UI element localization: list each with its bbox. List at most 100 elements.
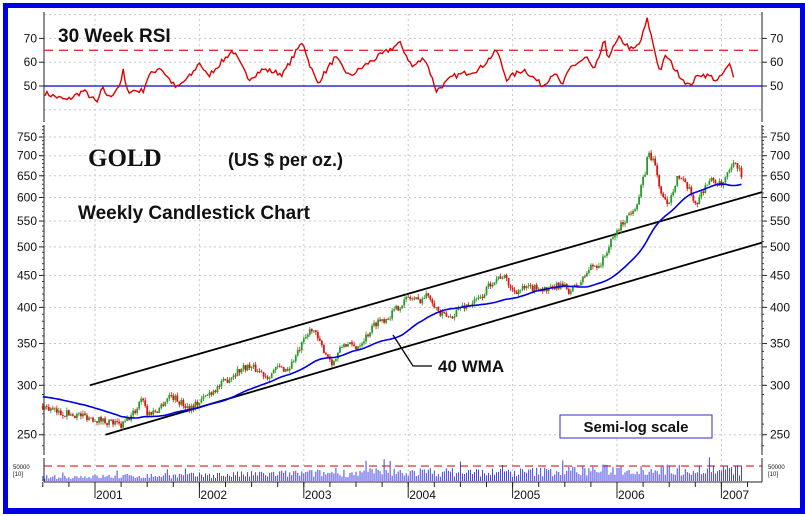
- candle-body: [471, 303, 474, 306]
- candle-body: [270, 373, 273, 379]
- candle-body: [65, 410, 68, 417]
- candle-body: [238, 369, 241, 373]
- price-tick-label-right: 500: [770, 240, 790, 254]
- candle-body: [353, 344, 355, 347]
- candle-body: [49, 408, 52, 411]
- candle-body: [397, 305, 400, 311]
- x-tick-label: 2002: [200, 488, 227, 502]
- candle-body: [409, 296, 412, 300]
- candle-body: [624, 222, 626, 225]
- candle-body: [57, 410, 60, 413]
- rsi-tick-label-right: 60: [770, 55, 784, 69]
- candle-body: [654, 158, 657, 166]
- candle-body: [377, 319, 379, 327]
- price-tick-label: 250: [17, 428, 37, 442]
- candle-body: [310, 329, 313, 332]
- price-tick-label-right: 300: [770, 378, 790, 392]
- candle-body: [467, 304, 470, 306]
- candle-body: [732, 162, 735, 167]
- candle-body: [666, 199, 669, 204]
- price-tick-label-right: 350: [770, 337, 790, 351]
- candle-body: [433, 303, 436, 308]
- price-tick-label-right: 400: [770, 300, 790, 314]
- candle-body: [495, 279, 498, 283]
- candle-body: [529, 285, 532, 287]
- grid: [44, 14, 762, 482]
- candle-body: [102, 418, 104, 422]
- candle-body: [94, 421, 96, 423]
- candle-body: [730, 166, 733, 170]
- candle-body: [172, 395, 175, 400]
- candle-body: [479, 296, 482, 298]
- candle-body: [638, 196, 640, 205]
- candle-body: [274, 366, 277, 371]
- rsi-title: 30 Week RSI: [58, 26, 171, 47]
- candle-body: [634, 209, 636, 212]
- candle-body: [76, 413, 78, 419]
- candle-body: [569, 291, 572, 294]
- candle-body: [84, 413, 86, 416]
- price-tick-label-right: 250: [770, 428, 790, 442]
- candle-body: [136, 408, 139, 414]
- candle-body: [286, 369, 289, 371]
- candle-body: [108, 419, 110, 425]
- candle-body: [180, 399, 183, 405]
- candle-body: [630, 213, 632, 215]
- candle-body: [417, 297, 420, 300]
- candle-body: [517, 289, 520, 295]
- candle-body: [501, 277, 504, 279]
- candle-body: [68, 410, 70, 416]
- candle-body: [367, 334, 369, 337]
- price-tick-label-right: 600: [770, 190, 790, 204]
- candle-body: [531, 286, 534, 292]
- x-tick-label: 2007: [722, 488, 749, 502]
- candle-body: [224, 378, 227, 380]
- candle-body: [740, 167, 743, 178]
- candle-body: [142, 398, 145, 401]
- candle-body: [234, 375, 237, 377]
- candle-body: [170, 394, 173, 396]
- candle-body: [457, 308, 460, 311]
- candle-body: [228, 379, 231, 383]
- candle-body: [622, 222, 624, 225]
- axes: 2001 2002 2003 2004 2005 2006 2007 250 250 300 300…: [17, 12, 790, 502]
- candle-body: [335, 358, 337, 361]
- candle-body: [318, 338, 321, 341]
- candle-body: [316, 332, 319, 339]
- candle-body: [686, 181, 689, 189]
- candle-body: [349, 342, 351, 345]
- wma-pointer: [392, 334, 432, 367]
- candle-body: [485, 286, 488, 295]
- candle-body: [714, 180, 717, 184]
- price-tick-label-right: 550: [770, 214, 790, 228]
- chart-subtitle: (US $ per oz.): [228, 150, 343, 170]
- candle-body: [441, 311, 444, 316]
- candle-body: [431, 299, 434, 304]
- channel-line: [89, 191, 763, 387]
- candle-body: [413, 298, 416, 300]
- candle-body: [579, 282, 582, 286]
- candle-body: [278, 366, 281, 367]
- candle-body: [290, 361, 293, 369]
- candle-body: [98, 416, 100, 423]
- candle-body: [369, 332, 371, 337]
- candle-body: [706, 184, 709, 186]
- candle-body: [248, 364, 251, 368]
- candle-body: [511, 287, 514, 290]
- candle-body: [612, 237, 614, 239]
- candle-body: [254, 364, 257, 372]
- candle-body: [324, 353, 327, 355]
- candle-body: [322, 345, 325, 354]
- candle-body: [724, 177, 727, 182]
- candle-body: [407, 296, 410, 298]
- candle-body: [395, 305, 398, 310]
- candle-body: [481, 296, 484, 298]
- candle-body: [425, 293, 428, 298]
- candle-body: [337, 352, 339, 359]
- candle-body: [581, 276, 584, 283]
- candle-body: [296, 349, 299, 356]
- rsi-panel: [44, 17, 762, 104]
- candle-body: [507, 278, 510, 286]
- price-tick-label: 400: [17, 300, 37, 314]
